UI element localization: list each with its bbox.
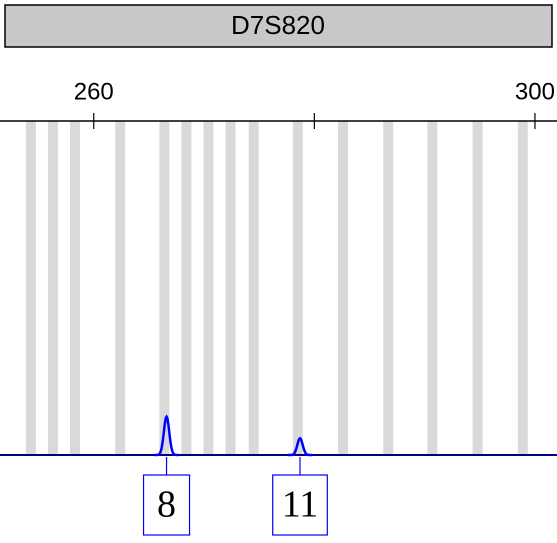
bin xyxy=(472,121,483,455)
x-tick-label: 260 xyxy=(74,78,114,105)
allele-box xyxy=(142,474,191,536)
allele-box xyxy=(272,474,328,536)
bin xyxy=(427,121,438,455)
bin xyxy=(47,121,58,455)
allele-label: 11 xyxy=(282,484,319,526)
bin xyxy=(70,121,80,455)
bin xyxy=(225,121,236,455)
bin xyxy=(338,121,348,455)
bin xyxy=(383,121,394,455)
bin xyxy=(25,121,36,455)
x-tick-label: 300 xyxy=(515,78,555,105)
bin xyxy=(115,121,126,455)
bin xyxy=(248,121,259,455)
bin xyxy=(517,121,528,455)
marker-box xyxy=(4,4,553,48)
peak xyxy=(288,436,313,457)
bin xyxy=(181,121,192,455)
bin xyxy=(203,121,214,455)
peak xyxy=(154,414,179,457)
bin xyxy=(292,121,303,455)
marker-title: D7S820 xyxy=(231,10,325,40)
bin xyxy=(159,121,170,455)
allele-label: 8 xyxy=(157,484,176,526)
